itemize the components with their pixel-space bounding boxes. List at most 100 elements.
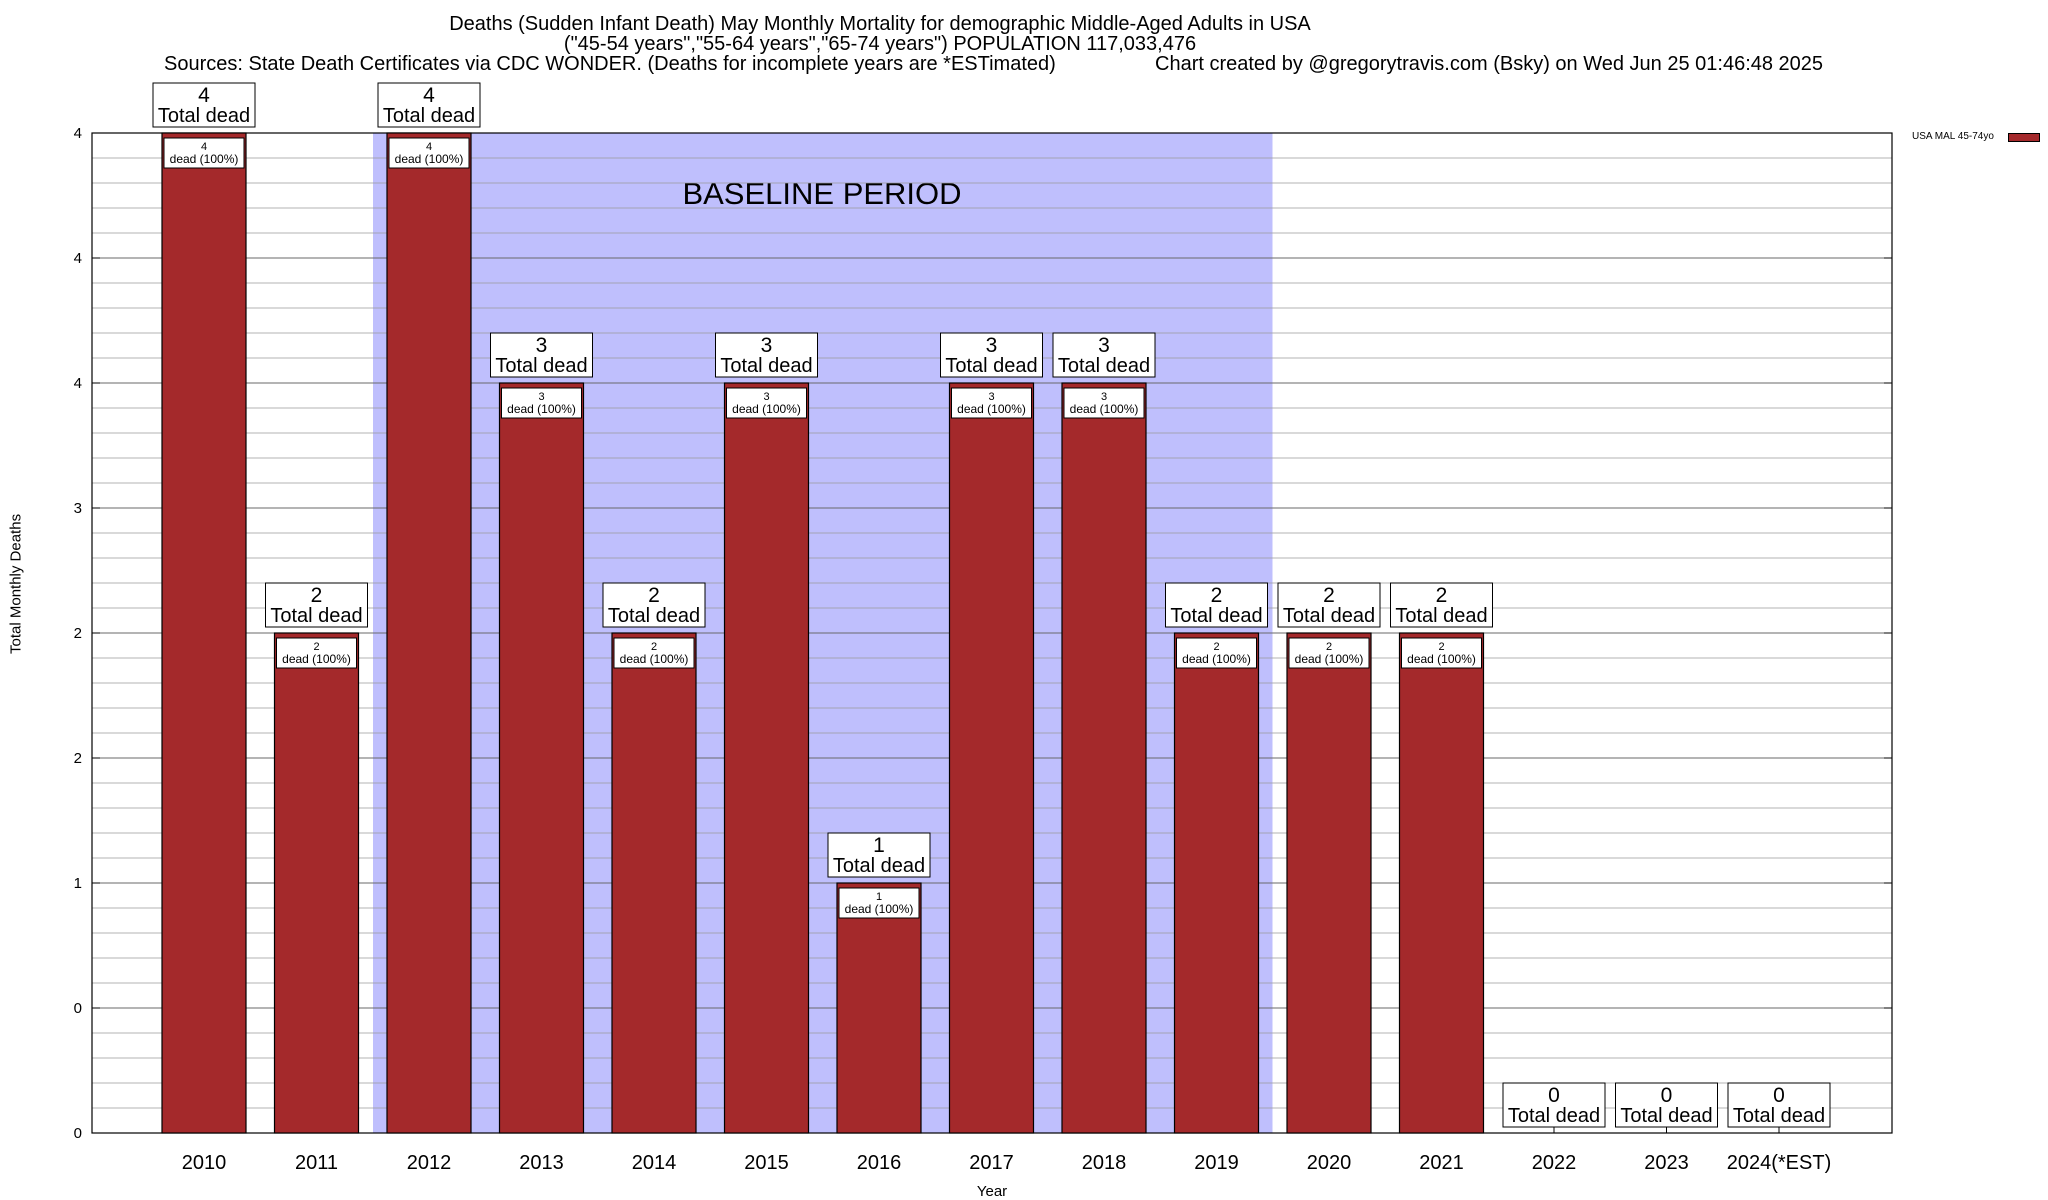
x-tick-label: 2012 — [407, 1152, 452, 1174]
bar-total-label-box — [1727, 1082, 1831, 1128]
x-tick-label: 2023 — [1644, 1152, 1689, 1174]
bar-total-label-box — [1052, 332, 1156, 378]
bar-inner-value: 3 — [763, 391, 769, 403]
bar-total-label-box — [1390, 582, 1493, 628]
bar — [948, 382, 1035, 1134]
bar-total-label: Total dead — [495, 355, 587, 377]
bar-inner-label: dead (100%) — [507, 402, 576, 416]
bar-total-label: Total dead — [833, 855, 925, 877]
bar-total-label-box — [1502, 1082, 1606, 1128]
x-tick-label: 2021 — [1419, 1152, 1464, 1174]
x-tick-label: 2020 — [1307, 1152, 1352, 1174]
chart-credit: Chart created by @gregorytravis.com (Bsk… — [1155, 53, 1824, 75]
bar-total-label: Total dead — [720, 355, 812, 377]
x-tick-label: 2016 — [857, 1152, 902, 1174]
x-tick-label: 2017 — [969, 1152, 1014, 1174]
bar-total-label: Total dead — [1170, 605, 1262, 627]
bar — [498, 382, 585, 1134]
bar-total-label-box — [265, 582, 368, 628]
bar-inner-label-box — [838, 887, 920, 919]
y-tick-label: 2 — [74, 625, 82, 642]
legend-swatch — [2008, 133, 2040, 142]
x-tick-label: 2011 — [295, 1152, 338, 1174]
bar-total-label: Total dead — [1395, 605, 1487, 627]
bar-total-value: 3 — [986, 334, 998, 357]
y-tick-label: 4 — [74, 125, 82, 142]
bar-inner-value: 4 — [426, 141, 432, 153]
bar-total-label: Total dead — [945, 355, 1037, 377]
bar-inner-label-box — [501, 387, 582, 419]
x-tick-label: 2022 — [1532, 1152, 1577, 1174]
bar-inner-value: 1 — [876, 891, 882, 903]
bar-total-value: 0 — [1773, 1084, 1785, 1107]
bar-inner-value: 2 — [1213, 641, 1219, 653]
x-tick-label: 2024(*EST) — [1727, 1152, 1832, 1174]
bar — [1061, 382, 1147, 1134]
bar-inner-label: dead (100%) — [1407, 652, 1476, 666]
bar-inner-label: dead (100%) — [845, 902, 914, 916]
chart-subtitle: ("45-54 years","55-64 years","65-74 year… — [563, 33, 1197, 55]
bar-total-value: 2 — [1323, 584, 1335, 607]
bar-inner-value: 3 — [988, 391, 994, 403]
bar-total-value: 3 — [536, 334, 548, 357]
y-tick-label: 1 — [74, 875, 82, 892]
y-tick-label: 4 — [74, 250, 82, 267]
bar-inner-value: 3 — [1101, 391, 1107, 403]
bar — [273, 632, 360, 1134]
bar — [386, 132, 472, 1134]
y-tick-label: 0 — [74, 1000, 82, 1017]
bar-inner-value: 2 — [1438, 641, 1444, 653]
x-tick-label: 2014 — [632, 1152, 677, 1174]
y-axis-label: Total Monthly Deaths — [7, 513, 25, 654]
bar-total-value: 4 — [198, 84, 210, 107]
bar-inner-label: dead (100%) — [732, 402, 801, 416]
y-tick-label: 4 — [74, 375, 82, 392]
x-axis-label: Year — [977, 1183, 1007, 1200]
bar-total-value: 0 — [1661, 1084, 1673, 1107]
bar-total-label: Total dead — [608, 605, 700, 627]
x-tick-label: 2013 — [519, 1152, 564, 1174]
bar-total-value: 3 — [761, 334, 773, 357]
bar-inner-label: dead (100%) — [620, 652, 689, 666]
bar-total-label: Total dead — [1058, 355, 1150, 377]
bar-total-label-box — [377, 82, 481, 128]
bar-total-value: 1 — [873, 834, 885, 857]
x-tick-label: 2015 — [744, 1152, 789, 1174]
y-tick-label: 2 — [74, 750, 82, 767]
bar-inner-label-box — [1176, 637, 1257, 669]
bar — [836, 882, 922, 1134]
bar — [723, 382, 810, 1134]
bar — [1173, 632, 1260, 1134]
bar — [1286, 632, 1372, 1134]
bar-total-label: Total dead — [1733, 1105, 1825, 1127]
x-tick-label: 2019 — [1194, 1152, 1239, 1174]
bar-inner-label-box — [163, 137, 245, 169]
legend-label: USA MAL 45-74yo — [1912, 131, 1994, 142]
bar-inner-label-box — [613, 637, 695, 669]
bar-inner-label-box — [1063, 387, 1145, 419]
x-tick-label: 2018 — [1082, 1152, 1127, 1174]
bar-total-label: Total dead — [270, 605, 362, 627]
bar-total-value: 0 — [1548, 1084, 1560, 1107]
bar-inner-label: dead (100%) — [395, 152, 464, 166]
bar — [611, 632, 697, 1134]
bar-inner-value: 3 — [538, 391, 544, 403]
bar-total-label-box — [1615, 1082, 1718, 1128]
bar-inner-value: 2 — [1326, 641, 1332, 653]
chart-title: Deaths (Sudden Infant Death) May Monthly… — [449, 13, 1311, 35]
bar-total-value: 2 — [311, 584, 323, 607]
bar-total-value: 2 — [1436, 584, 1448, 607]
y-tick-label: 0 — [74, 1125, 82, 1142]
bar-total-value: 2 — [648, 584, 660, 607]
bar-inner-label: dead (100%) — [170, 152, 239, 166]
bar-inner-value: 4 — [201, 141, 207, 153]
bar — [161, 132, 247, 1134]
bar-inner-label: dead (100%) — [1070, 402, 1139, 416]
baseline-period-label: BASELINE PERIOD — [682, 176, 961, 211]
bar-total-value: 3 — [1098, 334, 1110, 357]
y-tick-label: 3 — [74, 500, 82, 517]
bar-inner-label-box — [276, 637, 357, 669]
bar-total-label-box — [490, 332, 593, 378]
bar-inner-label-box — [951, 387, 1032, 419]
